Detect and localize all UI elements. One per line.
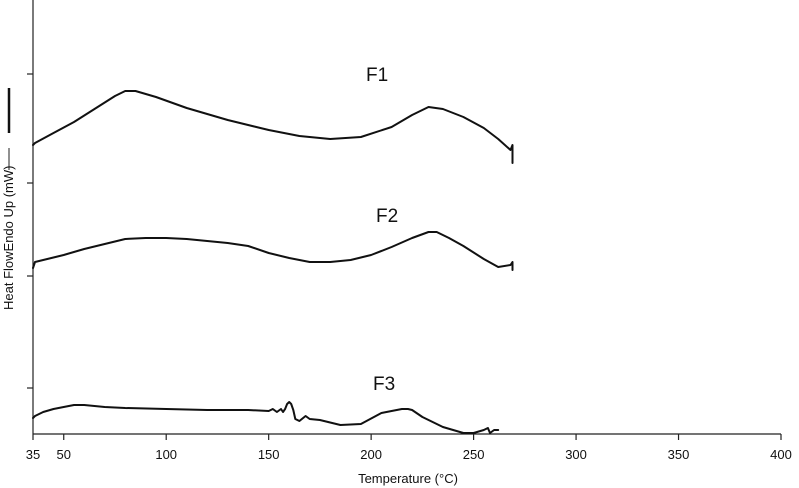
series-line-f3 <box>32 401 500 434</box>
x-tick-label: 250 <box>463 447 485 462</box>
series-label-f1: F1 <box>366 65 388 86</box>
series-label-f3: F3 <box>373 374 395 395</box>
series-line-f1 <box>32 90 514 164</box>
y-axis-title: Heat FlowEndo Up (mW) <box>1 166 16 310</box>
x-tick-label: 150 <box>258 447 280 462</box>
x-tick-label: 50 <box>57 447 71 462</box>
x-tick-label: 200 <box>360 447 382 462</box>
curves-group <box>32 90 514 434</box>
series-line-f2 <box>32 231 514 271</box>
series-label-f2: F2 <box>376 206 398 227</box>
x-axis-title: Temperature (°C) <box>358 471 458 486</box>
x-tick-label: 35 <box>26 447 40 462</box>
x-tick-label: 400 <box>770 447 792 462</box>
x-ticks-group: 35 50 100 150 200 250 300 350 400 <box>26 434 792 462</box>
x-tick-label: 350 <box>668 447 690 462</box>
x-tick-label: 300 <box>565 447 587 462</box>
x-tick-label: 100 <box>155 447 177 462</box>
